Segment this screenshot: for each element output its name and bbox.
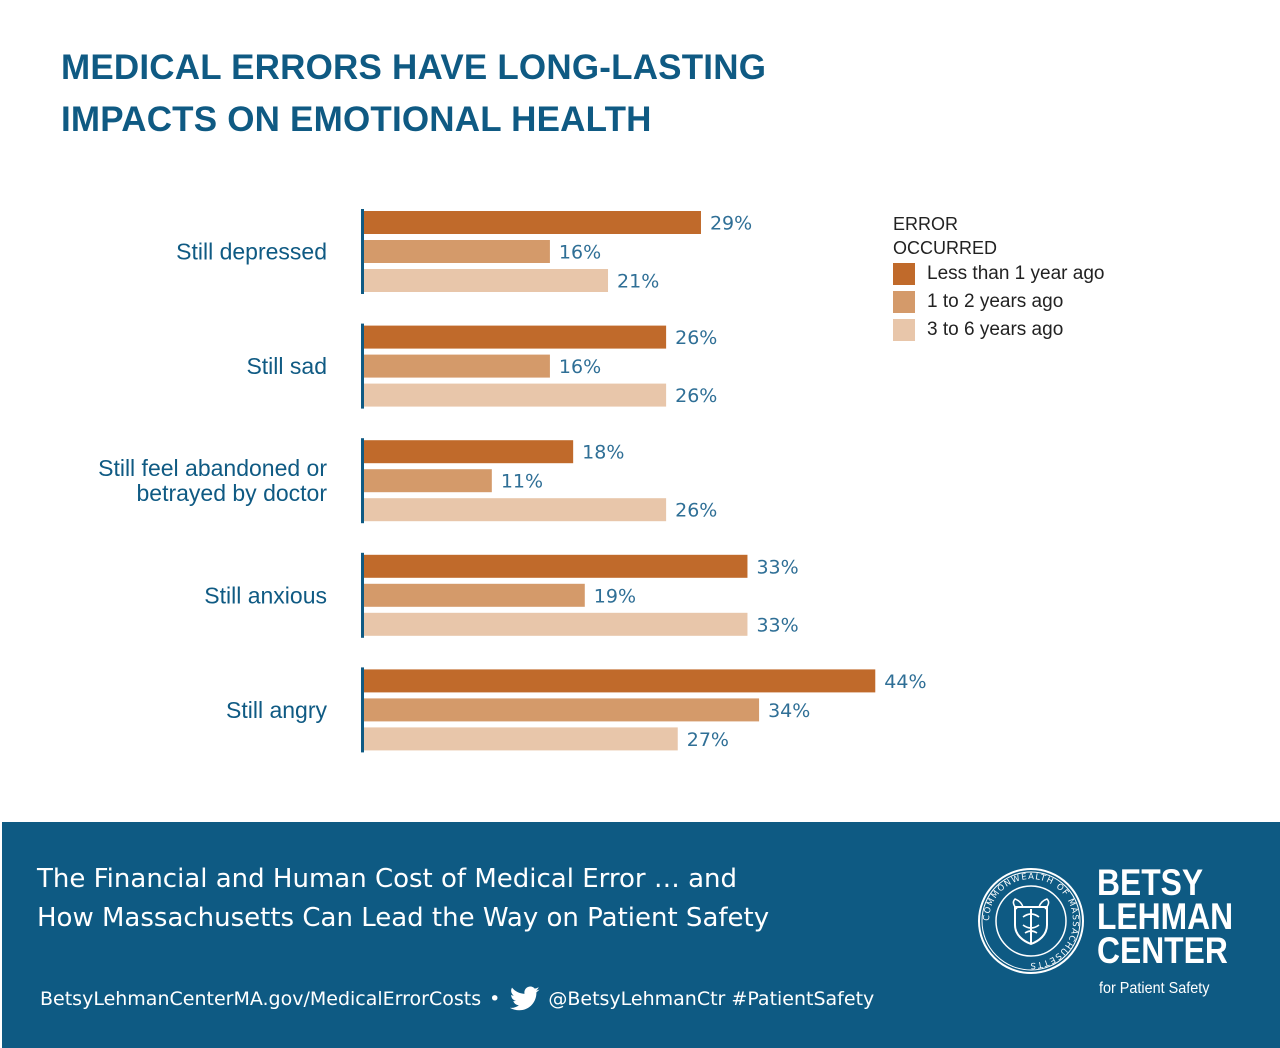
legend-item-1-to-2-years: 1 to 2 years ago (893, 288, 1104, 316)
bar (364, 383, 667, 407)
category-label: Still anxious (204, 582, 327, 608)
bar (364, 469, 492, 493)
chart-title: MEDICAL ERRORS HAVE LONG-LASTING IMPACTS… (61, 42, 766, 146)
report-title-line-2: How Massachusetts Can Lead the Way on Pa… (37, 903, 770, 933)
legend-item-less-than-1-year: Less than 1 year ago (893, 260, 1104, 288)
bar (364, 498, 667, 522)
data-label: 34% (768, 700, 810, 722)
legend-title-line-2: OCCURRED (893, 238, 998, 258)
website-link[interactable]: BetsyLehmanCenterMA.gov/MedicalErrorCost… (40, 988, 482, 1010)
report-title-line-1: The Financial and Human Cost of Medical … (37, 864, 738, 894)
bar (364, 583, 585, 607)
footer-links: BetsyLehmanCenterMA.gov/MedicalErrorCost… (40, 986, 874, 1012)
legend-title: ERROR OCCURRED (893, 212, 1033, 260)
massachusetts-seal-logo: COMMONWEALTH OF MASSACHUSETTS (978, 868, 1084, 974)
bar (364, 240, 550, 263)
category-label: betrayed by doctor (136, 480, 327, 506)
data-label: 27% (687, 729, 729, 751)
category-label: Still depressed (176, 239, 327, 265)
report-title: The Financial and Human Cost of Medical … (37, 860, 769, 938)
legend-label: Less than 1 year ago (927, 263, 1105, 284)
category-axis-segment (361, 667, 364, 753)
bar (364, 354, 550, 378)
data-label: 16% (559, 356, 601, 378)
legend-swatch (893, 319, 915, 341)
title-line-2: IMPACTS ON EMOTIONAL HEALTH (61, 100, 652, 139)
category-axis-segment (361, 438, 364, 524)
legend-swatch (893, 263, 915, 285)
data-label: 18% (582, 442, 624, 464)
category-axis-segment (361, 552, 364, 638)
bar (364, 669, 876, 693)
footer-banner: The Financial and Human Cost of Medical … (2, 822, 1280, 1048)
data-label: 26% (675, 327, 717, 349)
bar (364, 727, 678, 751)
data-label: 26% (675, 385, 717, 407)
title-line-1: MEDICAL ERRORS HAVE LONG-LASTING (61, 48, 767, 87)
data-label: 33% (756, 556, 798, 578)
data-label: 44% (884, 671, 926, 693)
bar (364, 612, 748, 636)
org-name-line-2: LEHMAN (1097, 896, 1234, 937)
bar (364, 325, 667, 349)
category-label: Still sad (246, 353, 327, 379)
bar (364, 211, 701, 234)
data-label: 21% (617, 271, 659, 293)
data-label: 19% (594, 585, 636, 607)
twitter-bird-icon (510, 986, 540, 1011)
data-label: 16% (559, 242, 601, 264)
bar-chart: 29% 16% 21% Still depressed 26% 16% 26% Still s… (98, 209, 927, 753)
legend-label: 3 to 6 years ago (927, 319, 1064, 340)
data-label: 33% (756, 614, 798, 636)
legend-swatch (893, 291, 915, 313)
bar (364, 554, 748, 578)
legend-label: 1 to 2 years ago (927, 291, 1064, 312)
data-label: 26% (675, 500, 717, 522)
category-label: Still feel abandoned or (98, 455, 327, 481)
org-name: BETSY LEHMAN CENTER (1097, 862, 1234, 971)
bar (364, 698, 760, 722)
bar (364, 269, 609, 292)
data-label: 11% (501, 471, 543, 493)
separator: • (489, 988, 501, 1010)
legend-title-line-1: ERROR (893, 214, 959, 234)
org-tagline: for Patient Safety (1099, 980, 1210, 997)
category-axis-segment (361, 209, 364, 294)
category-label: Still angry (226, 697, 327, 723)
org-name-line-1: BETSY (1097, 862, 1204, 903)
legend: ERROR OCCURRED Less than 1 year ago 1 to… (893, 212, 1104, 344)
bar (364, 440, 574, 464)
category-axis-segment (361, 323, 364, 409)
legend-item-3-to-6-years: 3 to 6 years ago (893, 316, 1104, 344)
org-name-line-3: CENTER (1097, 930, 1228, 971)
data-label: 29% (710, 213, 752, 235)
twitter-handle[interactable]: @BetsyLehmanCtr #PatientSafety (548, 988, 875, 1010)
